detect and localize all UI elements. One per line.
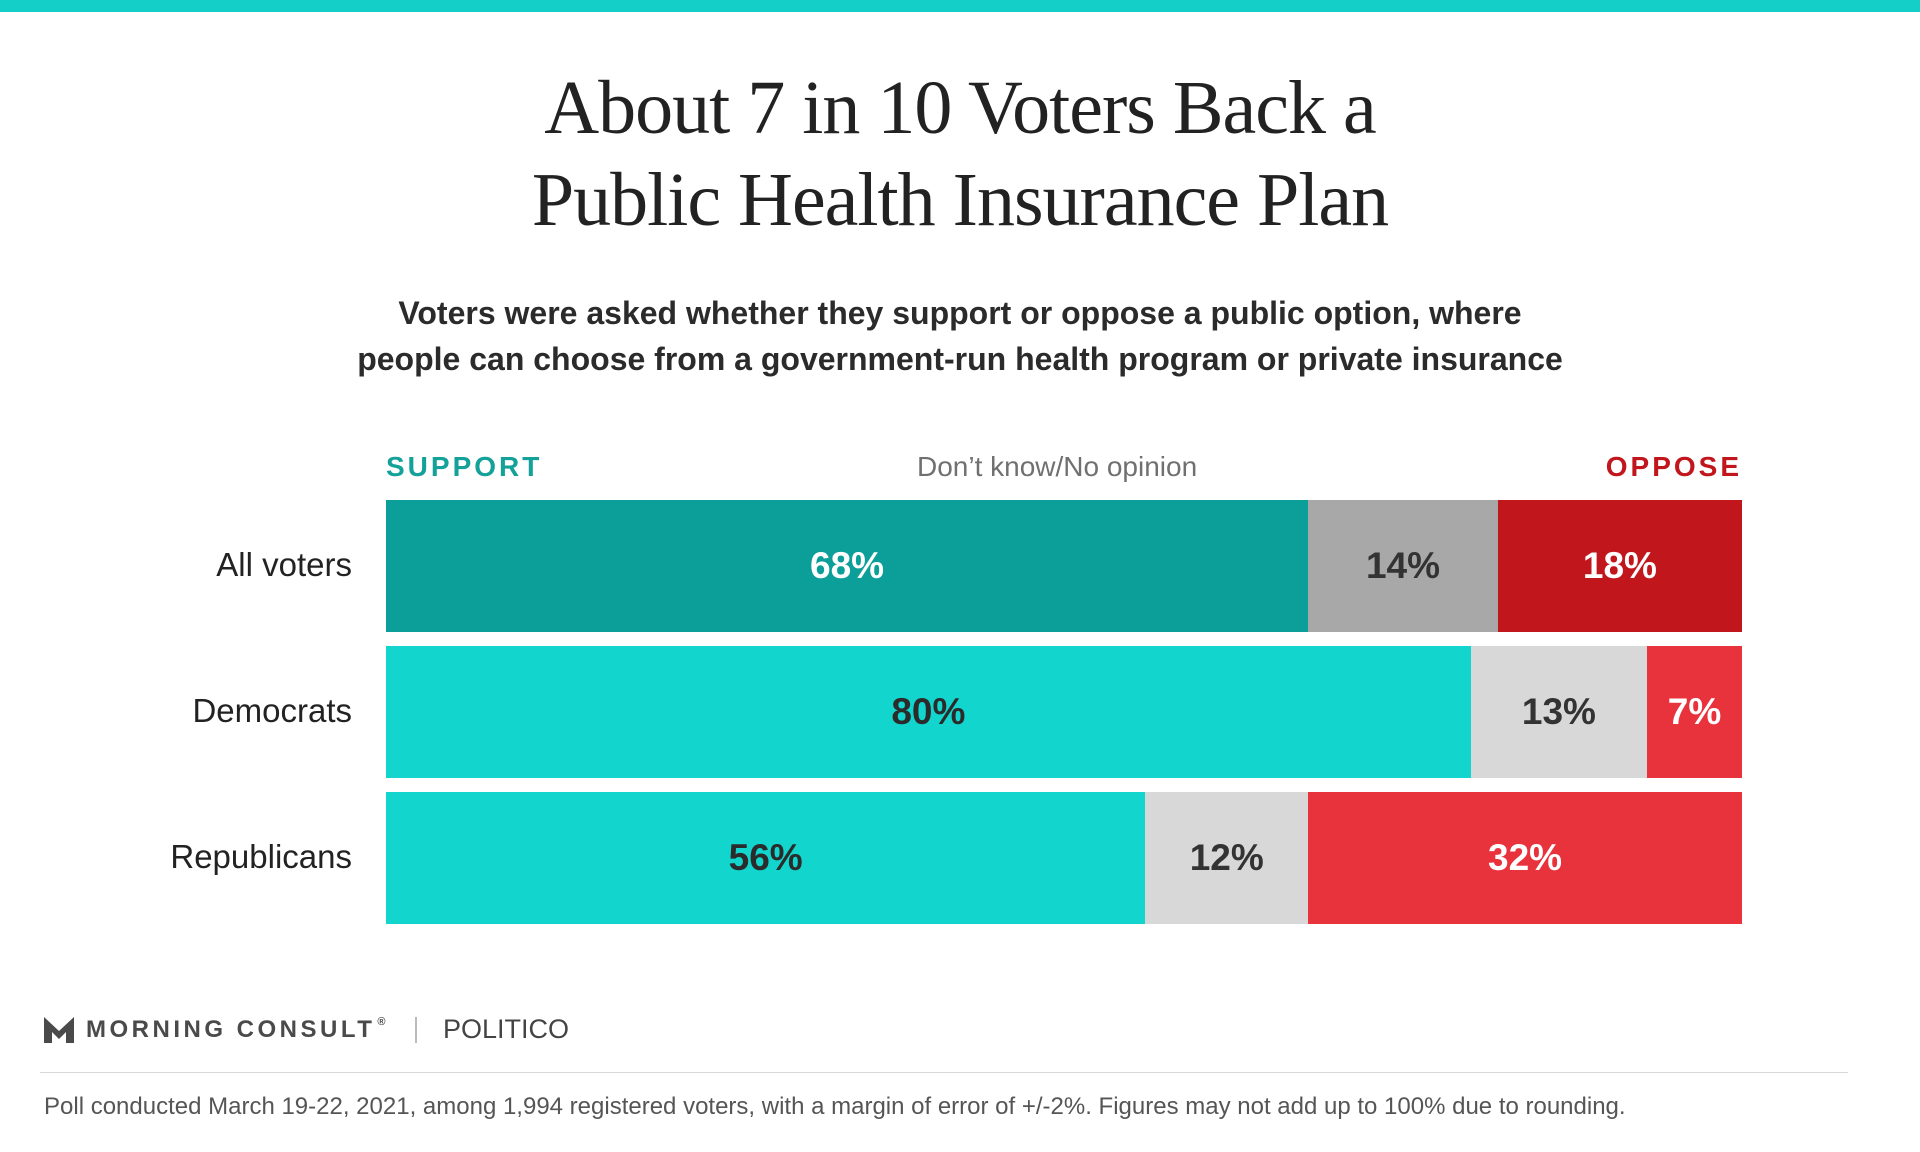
category-label: Republicans (170, 838, 352, 875)
bar-segment-dont-know: 13% (1470, 646, 1648, 778)
footer-divider (40, 1072, 1848, 1073)
brand-name-text: MORNING CONSULT (86, 1015, 376, 1043)
bar-row: 56% 12% 32% (386, 792, 1742, 924)
top-accent-rule (0, 0, 1920, 12)
brand-name: MORNING CONSULT ® (86, 1016, 389, 1044)
data-label: 13% (1521, 691, 1596, 732)
data-label: 56% (728, 837, 803, 878)
bar-segment-support: 80% (386, 646, 1471, 778)
brand-registered-mark: ® (377, 1015, 389, 1028)
data-label: 68% (810, 545, 885, 586)
footer-branding: MORNING CONSULT ® POLITICO (44, 1014, 569, 1045)
bar-segment-dont-know: 12% (1145, 792, 1309, 924)
data-label: 80% (891, 691, 966, 732)
legend-oppose: OPPOSE (1605, 451, 1742, 482)
data-label: 32% (1488, 837, 1563, 878)
bar-segment-oppose: 32% (1308, 792, 1742, 924)
bar-segment-support: 68% (386, 500, 1309, 632)
chart-title: About 7 in 10 Voters Back a Public Healt… (0, 62, 1920, 246)
chart-subtitle-line: Voters were asked whether they support o… (398, 295, 1522, 331)
data-label: 18% (1582, 545, 1657, 586)
bar-segment-oppose: 18% (1497, 500, 1742, 632)
bar-row: 80% 13% 7% (386, 646, 1742, 778)
bar-row: 68% 14% 18% (386, 500, 1742, 632)
bar-segment-support: 56% (386, 792, 1146, 924)
footnote: Poll conducted March 19-22, 2021, among … (44, 1093, 1626, 1120)
morning-consult-logo-icon (44, 1016, 74, 1043)
category-label: Democrats (192, 692, 352, 729)
data-label: 14% (1365, 545, 1441, 586)
legend-support: SUPPORT (386, 451, 543, 482)
category-label: All voters (216, 546, 352, 583)
brand-divider (414, 1016, 417, 1043)
bar-segment-oppose: 7% (1647, 646, 1742, 778)
chart-title-line: Public Health Insurance Plan (531, 158, 1389, 242)
chart-subtitle: Voters were asked whether they support o… (0, 290, 1920, 382)
chart-title-line: About 7 in 10 Voters Back a (544, 66, 1376, 150)
data-label: 12% (1189, 837, 1264, 878)
legend-dont-know: Don’t know/No opinion (917, 451, 1198, 482)
chart-subtitle-line: people can choose from a government-run … (357, 341, 1563, 377)
partner-name: POLITICO (442, 1014, 570, 1044)
data-label: 7% (1667, 691, 1722, 732)
bar-segment-dont-know: 14% (1308, 500, 1498, 632)
